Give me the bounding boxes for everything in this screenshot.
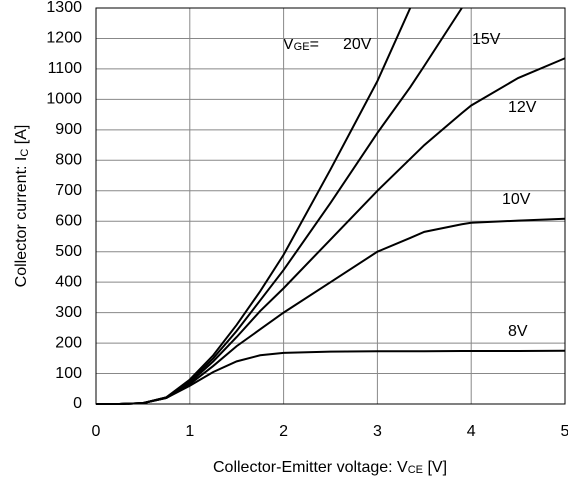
series-label: 20V	[343, 36, 372, 53]
y-axis-label: Collector current: IC [A]	[13, 125, 31, 288]
series-label: 12V	[508, 99, 537, 116]
x-label-text: Collector-Emitter voltage: V	[213, 459, 408, 476]
x-tick-label: 3	[373, 423, 382, 440]
y-tick-label: 0	[73, 395, 82, 412]
y-tick-label: 1300	[46, 0, 82, 16]
prefix-text: =	[310, 36, 319, 53]
prefix-text: V	[283, 36, 294, 53]
x-label-sub: CE	[408, 464, 423, 476]
legend-prefix: VGE=	[283, 36, 319, 53]
y-tick-label: 600	[55, 212, 82, 229]
y-tick-label: 200	[55, 334, 82, 351]
series-label: 8V	[508, 323, 528, 340]
plot-frame	[95, 7, 566, 405]
y-tick-label: 300	[55, 304, 82, 321]
x-axis-label: Collector-Emitter voltage: VCE [V]	[213, 459, 447, 476]
x-label-text: [V]	[423, 459, 447, 476]
y-tick-label: 100	[55, 365, 82, 382]
y-tick-label: 1000	[46, 91, 82, 108]
y-tick-label: 500	[55, 243, 82, 260]
x-tick-label: 4	[467, 423, 476, 440]
y-tick-label: 400	[55, 273, 82, 290]
y-tick-label: 800	[55, 152, 82, 169]
y-tick-label: 700	[55, 182, 82, 199]
series-label: 10V	[502, 191, 531, 208]
y-tick-label: 900	[55, 121, 82, 138]
series-line	[96, 217, 566, 405]
x-tick-label: 1	[185, 423, 194, 440]
x-tick-label: 5	[561, 423, 568, 440]
prefix-sub: GE	[294, 41, 310, 53]
y-label-sub: C	[19, 149, 31, 157]
y-label-text: Collector current: I	[13, 157, 30, 288]
series-line	[96, 349, 566, 405]
y-tick-label: 1200	[46, 30, 82, 47]
y-label-text: [A]	[13, 125, 30, 149]
x-tick-label: 2	[279, 423, 288, 440]
series-label: 15V	[472, 31, 501, 48]
x-tick-label: 0	[92, 423, 101, 440]
y-tick-label: 1100	[48, 60, 83, 77]
series-line	[96, 7, 463, 405]
